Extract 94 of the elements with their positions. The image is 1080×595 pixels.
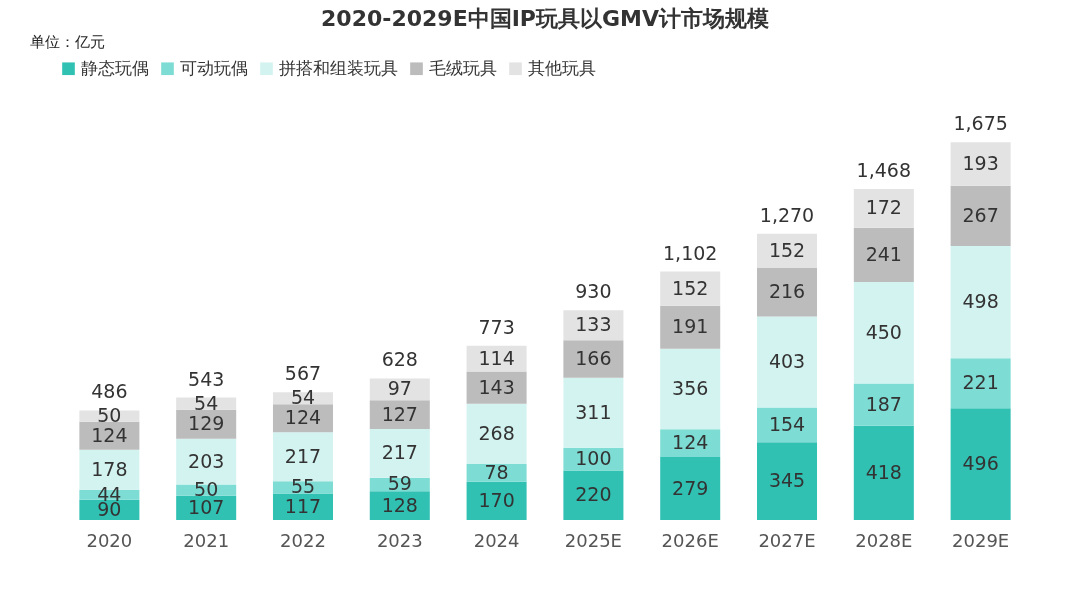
legend-label: 静态玩偶 [81, 57, 149, 78]
data-label: 78 [484, 460, 509, 483]
text: 单位：亿元 [30, 33, 105, 51]
data-label: 220 [575, 483, 612, 506]
data-label: 97 [387, 377, 412, 400]
total-label: 628 [381, 348, 418, 371]
data-label: 217 [284, 444, 322, 467]
chart-title: 2020-2029E中国IP玩具以GMV计市场规模 [321, 6, 769, 31]
total-label: 567 [284, 362, 322, 385]
total-label: 1,468 [856, 159, 912, 181]
x-tick-label: 2028E [855, 529, 913, 551]
data-label: 241 [865, 242, 902, 265]
bar [369, 400, 430, 429]
bar [757, 407, 818, 443]
data-label: 172 [865, 196, 902, 219]
bar [563, 470, 624, 520]
data-label: 128 [381, 493, 418, 516]
data-label: 496 [962, 452, 999, 475]
data-label: 217 [381, 441, 418, 464]
data-label: 124 [672, 431, 709, 454]
bar [466, 371, 527, 404]
bar [563, 340, 624, 378]
data-label: 129 [188, 412, 225, 435]
data-label: 59 [387, 472, 412, 495]
legend-label: 毛绒玩具 [429, 57, 497, 78]
bar [853, 383, 914, 426]
data-label: 187 [865, 392, 902, 415]
bar [950, 246, 1011, 359]
bar [950, 142, 1011, 186]
bar [853, 425, 914, 520]
data-label: 133 [575, 313, 612, 336]
bar [369, 428, 430, 478]
x-tick-label: 2022 [280, 529, 326, 551]
bar [853, 189, 914, 228]
bar [853, 227, 914, 283]
legend-label: 可动玩偶 [180, 57, 248, 78]
x-tick-label: 2020 [86, 529, 133, 551]
data-label: 267 [962, 203, 999, 226]
bar [563, 377, 624, 448]
data-label: 54 [290, 386, 316, 409]
total-label: 930 [575, 280, 612, 303]
data-label: 403 [768, 350, 806, 373]
data-label: 124 [284, 406, 322, 429]
data-label: 193 [962, 152, 999, 175]
data-label: 345 [768, 469, 806, 492]
data-label: 166 [575, 347, 612, 370]
data-label: 191 [672, 315, 709, 338]
bar [950, 408, 1011, 520]
bar [950, 185, 1011, 247]
bar [950, 358, 1011, 409]
x-tick-label: 2024 [473, 529, 520, 551]
data-label: 311 [575, 400, 612, 423]
data-label: 450 [865, 320, 902, 343]
data-label: 268 [478, 421, 515, 444]
bar [660, 348, 721, 430]
bar [757, 442, 818, 520]
data-label: 498 [962, 290, 999, 313]
total-label: 1,270 [759, 203, 815, 226]
bar [660, 305, 721, 349]
legend-label: 拼搭和组装玩具 [279, 57, 398, 78]
x-tick-label: 2023 [376, 529, 423, 551]
bar [853, 282, 914, 384]
data-label: 114 [478, 346, 515, 369]
total-label: 773 [478, 315, 515, 338]
data-label: 152 [672, 276, 709, 299]
data-label: 54 [194, 391, 219, 414]
data-label: 152 [768, 238, 806, 261]
total-label: 1,675 [953, 112, 1008, 135]
data-label: 356 [672, 377, 709, 399]
x-tick-label: 2026E [661, 529, 719, 551]
data-label: 143 [478, 375, 515, 398]
x-tick-label: 2027E [758, 529, 816, 551]
data-label: 279 [672, 476, 709, 499]
data-label: 216 [768, 280, 806, 303]
legend-label: 其他玩具 [528, 57, 596, 78]
x-tick-label: 2021 [183, 529, 230, 551]
data-label: 127 [381, 402, 418, 425]
bar [757, 316, 818, 408]
data-label: 221 [962, 371, 999, 394]
bar [757, 267, 818, 317]
total-label: 1,102 [663, 241, 718, 264]
bar [466, 481, 527, 520]
data-label: 154 [768, 412, 806, 435]
data-label: 178 [91, 457, 128, 480]
bar [660, 457, 721, 520]
x-tick-label: 2025E [564, 529, 622, 551]
data-label: 170 [478, 488, 515, 511]
total-label: 543 [188, 367, 225, 390]
data-label: 203 [188, 449, 225, 472]
x-tick-label: 2029E [952, 529, 1010, 551]
data-label: 418 [865, 460, 902, 483]
total-label: 486 [91, 380, 128, 403]
data-label: 100 [575, 447, 612, 470]
bar [466, 403, 527, 465]
